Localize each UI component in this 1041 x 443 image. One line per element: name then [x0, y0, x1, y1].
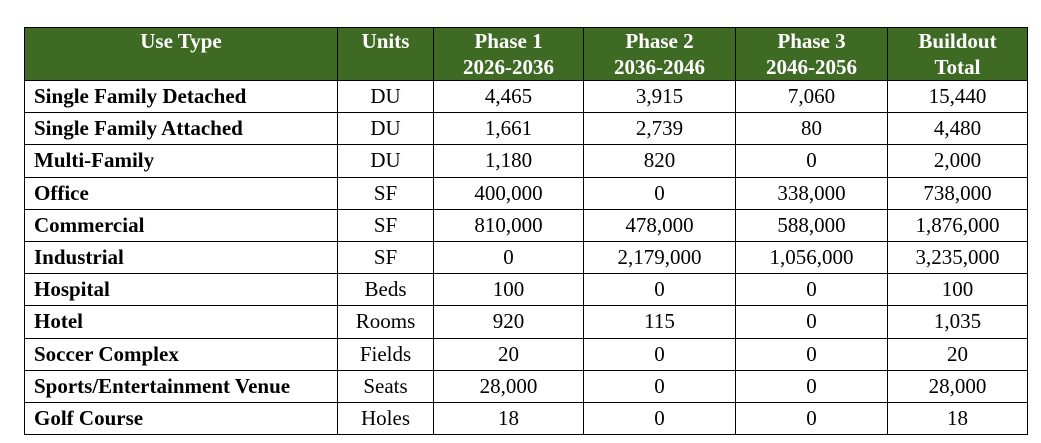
- table-row: Single Family Attached DU 1,661 2,739 80…: [24, 112, 1028, 146]
- buildout-total-cell: 1,876,000: [887, 208, 1028, 242]
- phase-3-cell: 0: [735, 369, 888, 403]
- units-cell: Fields: [337, 337, 434, 371]
- table-row: Hospital Beds 100 0 0 100: [24, 273, 1028, 307]
- buildout-total-cell: 28,000: [887, 369, 1028, 403]
- phase-1-cell: 920: [433, 305, 584, 339]
- phase-1-cell: 810,000: [433, 208, 584, 242]
- table-row: Hotel Rooms 920 115 0 1,035: [24, 305, 1028, 339]
- units-cell: SF: [337, 208, 434, 242]
- table-row: Golf Course Holes 18 0 0 18: [24, 401, 1028, 436]
- phase-2-cell: 0: [583, 369, 736, 403]
- use-type-cell: Hospital: [24, 273, 338, 307]
- use-type-cell: Single Family Attached: [24, 112, 338, 146]
- phase-1-cell: 18: [433, 401, 584, 436]
- header-phase-1: Phase 1 2026-2036: [433, 27, 584, 81]
- use-type-cell: Office: [24, 176, 338, 210]
- units-cell: SF: [337, 240, 434, 275]
- phase-1-cell: 28,000: [433, 369, 584, 403]
- phase-2-cell: 2,179,000: [583, 240, 736, 275]
- buildout-total-cell: 4,480: [887, 112, 1028, 146]
- phase-3-cell: 0: [735, 273, 888, 307]
- phase-1-cell: 400,000: [433, 176, 584, 210]
- phase-3-cell: 0: [735, 144, 888, 178]
- use-type-cell: Sports/Entertainment Venue: [24, 369, 338, 403]
- units-cell: Rooms: [337, 305, 434, 339]
- buildout-total-cell: 20: [887, 337, 1028, 371]
- table-row: Sports/Entertainment Venue Seats 28,000 …: [24, 369, 1028, 403]
- phase-3-cell: 338,000: [735, 176, 888, 210]
- table-row: Office SF 400,000 0 338,000 738,000: [24, 176, 1028, 210]
- buildout-total-cell: 2,000: [887, 144, 1028, 178]
- buildout-total-cell: 3,235,000: [887, 240, 1028, 275]
- phase-2-cell: 0: [583, 401, 736, 436]
- buildout-total-cell: 1,035: [887, 305, 1028, 339]
- phase-1-cell: 1,180: [433, 144, 584, 178]
- phase-2-cell: 820: [583, 144, 736, 178]
- phase-2-cell: 478,000: [583, 208, 736, 242]
- table-row: Soccer Complex Fields 20 0 0 20: [24, 337, 1028, 371]
- phase-2-cell: 115: [583, 305, 736, 339]
- phase-2-cell: 0: [583, 273, 736, 307]
- table-row: Multi-Family DU 1,180 820 0 2,000: [24, 144, 1028, 178]
- phase-2-cell: 2,739: [583, 112, 736, 146]
- header-units: Units: [337, 27, 434, 81]
- header-phase-2: Phase 2 2036-2046: [583, 27, 736, 81]
- phase-3-cell: 7,060: [735, 79, 888, 114]
- units-cell: SF: [337, 176, 434, 210]
- header-buildout-total: Buildout Total: [887, 27, 1028, 81]
- header-use-type: Use Type: [24, 27, 338, 81]
- units-cell: DU: [337, 144, 434, 178]
- buildout-total-cell: 100: [887, 273, 1028, 307]
- phase-3-cell: 80: [735, 112, 888, 146]
- phase-1-cell: 20: [433, 337, 584, 371]
- phase-2-cell: 0: [583, 337, 736, 371]
- use-type-cell: Single Family Detached: [24, 79, 338, 114]
- buildout-total-cell: 18: [887, 401, 1028, 436]
- use-type-cell: Golf Course: [24, 401, 338, 436]
- use-type-cell: Multi-Family: [24, 144, 338, 178]
- phase-1-cell: 0: [433, 240, 584, 275]
- phase-2-cell: 3,915: [583, 79, 736, 114]
- phase-1-cell: 4,465: [433, 79, 584, 114]
- phase-1-cell: 100: [433, 273, 584, 307]
- phase-3-cell: 588,000: [735, 208, 888, 242]
- phase-1-cell: 1,661: [433, 112, 584, 146]
- buildout-total-cell: 15,440: [887, 79, 1028, 114]
- use-type-cell: Industrial: [24, 240, 338, 275]
- table-row: Commercial SF 810,000 478,000 588,000 1,…: [24, 208, 1028, 242]
- table-row: Industrial SF 0 2,179,000 1,056,000 3,23…: [24, 240, 1028, 275]
- use-type-cell: Hotel: [24, 305, 338, 339]
- units-cell: Beds: [337, 273, 434, 307]
- units-cell: DU: [337, 79, 434, 114]
- use-type-cell: Commercial: [24, 208, 338, 242]
- table-body: Single Family Detached DU 4,465 3,915 7,…: [24, 79, 1028, 436]
- phase-2-cell: 0: [583, 176, 736, 210]
- units-cell: Holes: [337, 401, 434, 436]
- phase-3-cell: 0: [735, 401, 888, 436]
- phase-3-cell: 1,056,000: [735, 240, 888, 275]
- buildout-total-cell: 738,000: [887, 176, 1028, 210]
- units-cell: DU: [337, 112, 434, 146]
- header-phase-3: Phase 3 2046-2056: [735, 27, 888, 81]
- table-row: Single Family Detached DU 4,465 3,915 7,…: [24, 79, 1028, 114]
- phase-3-cell: 0: [735, 305, 888, 339]
- units-cell: Seats: [337, 369, 434, 403]
- use-type-cell: Soccer Complex: [24, 337, 338, 371]
- phase-3-cell: 0: [735, 337, 888, 371]
